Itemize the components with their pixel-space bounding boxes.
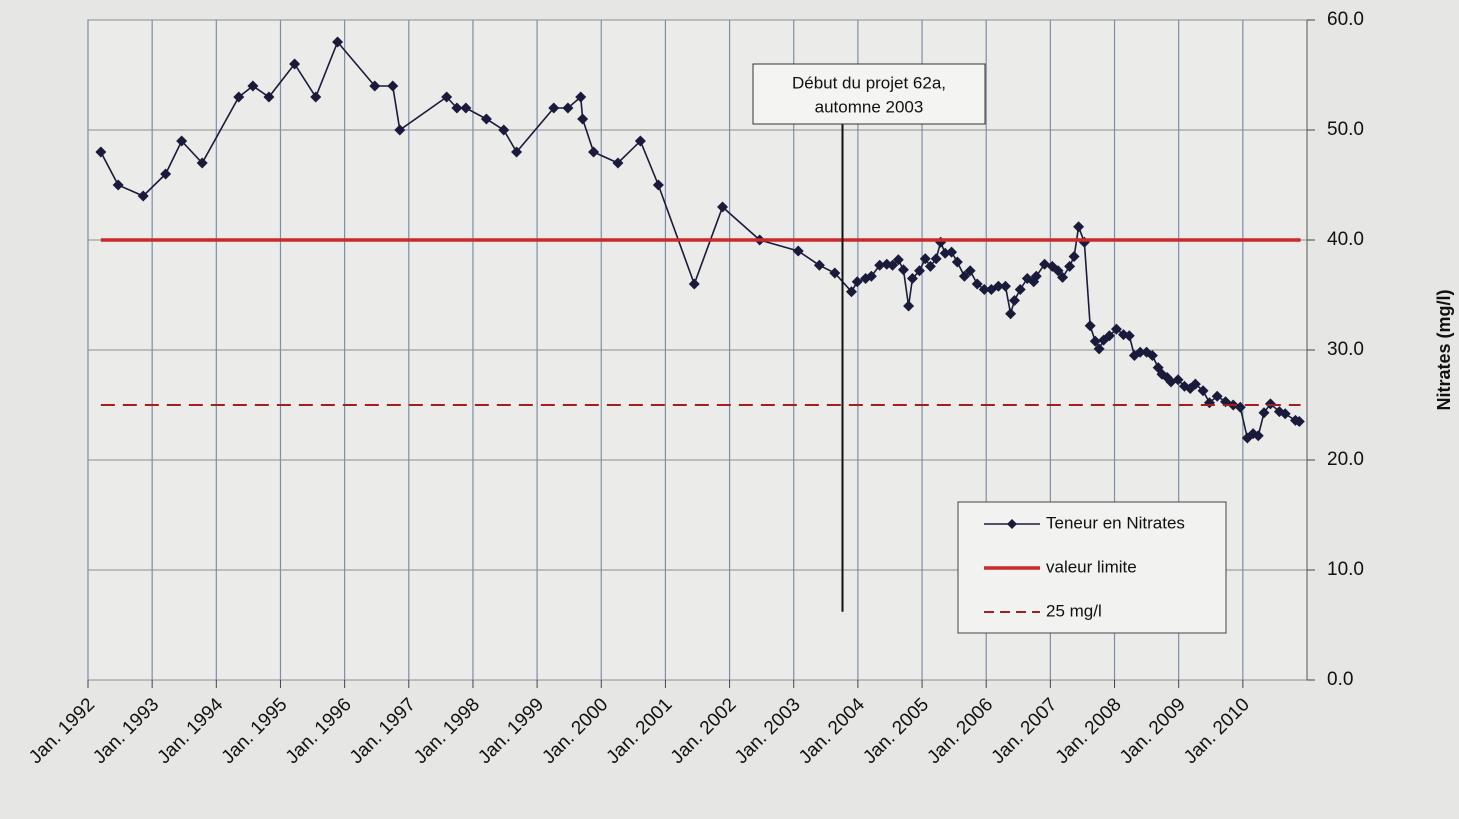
data-point	[887, 259, 899, 271]
legend-label: 25 mg/l	[1046, 601, 1102, 620]
data-point	[1005, 308, 1017, 320]
data-point	[332, 36, 344, 48]
data-point	[1279, 408, 1291, 420]
data-point	[575, 91, 587, 103]
y-tick-label: 60.0	[1327, 9, 1364, 30]
data-point	[1252, 430, 1264, 442]
data-point	[247, 80, 259, 92]
data-point	[1211, 390, 1223, 402]
data-point	[1057, 271, 1069, 283]
data-point	[845, 286, 857, 298]
data-point	[924, 260, 936, 272]
data-point	[577, 113, 589, 125]
data-point	[1068, 251, 1080, 262]
data-point	[897, 264, 909, 276]
data-point	[919, 253, 931, 265]
data-point	[634, 135, 646, 147]
y-tick-label: 20.0	[1327, 449, 1364, 470]
data-point	[1234, 401, 1246, 413]
data-point	[813, 259, 825, 271]
legend-label: Teneur en Nitrates	[1046, 513, 1185, 532]
data-point	[233, 91, 245, 103]
data-point	[112, 179, 124, 191]
data-point	[137, 190, 149, 202]
annotation-text: automne 2003	[815, 97, 924, 116]
data-point	[95, 146, 107, 158]
data-point	[160, 168, 172, 180]
data-point	[906, 273, 918, 284]
y-tick-label: 10.0	[1327, 559, 1364, 580]
data-point	[451, 102, 463, 114]
data-point	[310, 91, 322, 103]
y-tick-label: 50.0	[1327, 119, 1364, 140]
data-point	[792, 245, 804, 257]
data-point	[964, 265, 976, 277]
data-point	[992, 280, 1004, 292]
data-point	[460, 102, 472, 114]
data-point	[913, 265, 925, 277]
data-point	[903, 300, 915, 312]
y-tick-label: 40.0	[1327, 229, 1364, 250]
y-tick-label: 0.0	[1327, 669, 1353, 690]
annotation-box	[752, 63, 986, 125]
annotation-text: Début du projet 62a,	[792, 73, 946, 92]
data-point	[1197, 385, 1209, 397]
data-point	[1008, 295, 1020, 306]
data-point	[1258, 407, 1270, 419]
data-point	[951, 256, 963, 268]
data-point	[1134, 346, 1146, 358]
data-point	[865, 270, 877, 282]
data-point	[1030, 270, 1042, 282]
data-point	[498, 124, 510, 136]
data-point	[1073, 221, 1085, 233]
data-point	[1084, 320, 1096, 332]
data-point	[829, 267, 841, 279]
data-point	[874, 259, 886, 271]
data-point	[263, 91, 275, 103]
data-point	[958, 270, 970, 282]
data-point	[1146, 350, 1158, 361]
data-point	[480, 113, 492, 125]
data-point	[441, 91, 453, 103]
data-point	[1052, 265, 1064, 277]
data-point	[548, 102, 560, 114]
data-point	[1264, 398, 1276, 410]
data-point	[511, 146, 523, 158]
data-point	[1189, 378, 1201, 390]
data-point	[1064, 260, 1076, 272]
data-point	[851, 276, 863, 288]
data-point	[1089, 335, 1101, 347]
data-point	[196, 157, 208, 169]
data-point	[369, 80, 381, 92]
data-point	[978, 284, 990, 295]
y-axis-label: Nitrates (mg/l)	[1434, 289, 1454, 410]
data-point	[717, 201, 729, 213]
data-point	[930, 253, 942, 265]
data-point	[387, 80, 399, 92]
data-point	[1014, 284, 1026, 295]
data-point	[652, 179, 664, 191]
data-point	[612, 157, 624, 169]
data-point	[1103, 330, 1115, 342]
data-point	[971, 278, 983, 290]
data-point	[394, 124, 406, 136]
data-point	[1293, 416, 1305, 427]
data-point	[999, 280, 1011, 292]
data-point	[688, 278, 700, 290]
data-point	[1093, 343, 1105, 355]
legend-label: valeur limite	[1046, 557, 1137, 576]
data-point	[562, 102, 574, 114]
data-point	[1172, 374, 1184, 386]
data-point	[1110, 323, 1122, 335]
data-point	[289, 58, 301, 70]
y-tick-label: 30.0	[1327, 339, 1364, 360]
legend-marker	[1007, 519, 1017, 529]
data-point	[1123, 330, 1135, 342]
data-point	[588, 146, 600, 158]
data-point	[176, 135, 188, 147]
data-point	[892, 254, 904, 266]
data-point	[946, 246, 958, 258]
